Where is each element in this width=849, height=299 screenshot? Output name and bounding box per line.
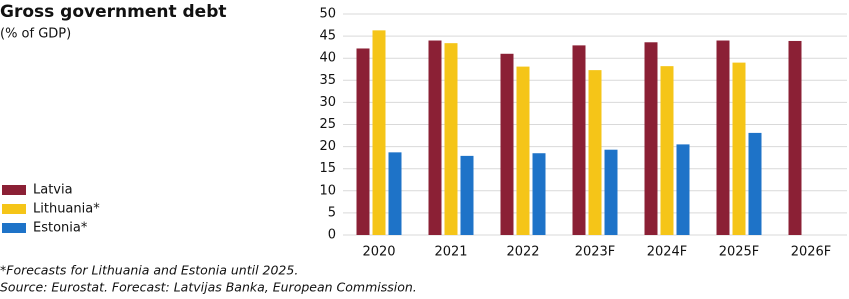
- bar: [604, 149, 618, 235]
- bar: [532, 153, 546, 235]
- x-tick-label: 2023F: [575, 245, 616, 260]
- source-note: Source: Eurostat. Forecast: Latvijas Ban…: [0, 280, 417, 295]
- x-tick-label: 2022: [506, 245, 539, 260]
- bar: [460, 155, 474, 235]
- legend-label: Lithuania*: [33, 202, 100, 217]
- y-tick-label: 15: [319, 161, 336, 176]
- y-tick-label: 20: [319, 139, 336, 154]
- y-tick-label: 50: [319, 7, 336, 22]
- bar: [748, 132, 762, 235]
- bar: [676, 144, 690, 235]
- y-tick-label: 40: [319, 51, 336, 66]
- bar: [732, 62, 746, 236]
- y-tick-label: 0: [328, 228, 336, 243]
- legend-swatch: [2, 185, 26, 195]
- chart-subtitle: (% of GDP): [0, 27, 71, 42]
- bar: [516, 66, 530, 236]
- legend-swatch: [2, 204, 26, 214]
- y-tick-label: 25: [319, 117, 336, 132]
- y-tick-label: 45: [319, 29, 336, 44]
- bar: [788, 40, 802, 235]
- y-tick-label: 35: [319, 73, 336, 88]
- bar: [372, 30, 386, 235]
- x-tick-label: 2021: [434, 245, 467, 260]
- y-tick-label: 30: [319, 95, 336, 110]
- y-tick-label: 5: [328, 205, 336, 220]
- x-tick-label: 2026F: [791, 245, 832, 260]
- chart-title: Gross government debt: [0, 2, 227, 22]
- bar: [388, 152, 402, 235]
- y-tick-label: 10: [319, 183, 336, 198]
- bar: [572, 45, 586, 235]
- x-tick-label: 2024F: [647, 245, 688, 260]
- bar: [444, 43, 458, 236]
- bar: [428, 40, 442, 235]
- legend-label: Latvia: [33, 183, 73, 198]
- legend-label: Estonia*: [33, 221, 88, 236]
- legend-swatch: [2, 223, 26, 233]
- bar: [644, 42, 658, 236]
- bar: [660, 66, 674, 235]
- footnote: *Forecasts for Lithuania and Estonia unt…: [0, 263, 298, 278]
- bar: [716, 40, 730, 235]
- x-tick-label: 2025F: [719, 245, 760, 260]
- bar: [356, 48, 370, 236]
- bar: [588, 70, 602, 235]
- bar: [500, 53, 514, 235]
- x-tick-label: 2020: [362, 245, 395, 260]
